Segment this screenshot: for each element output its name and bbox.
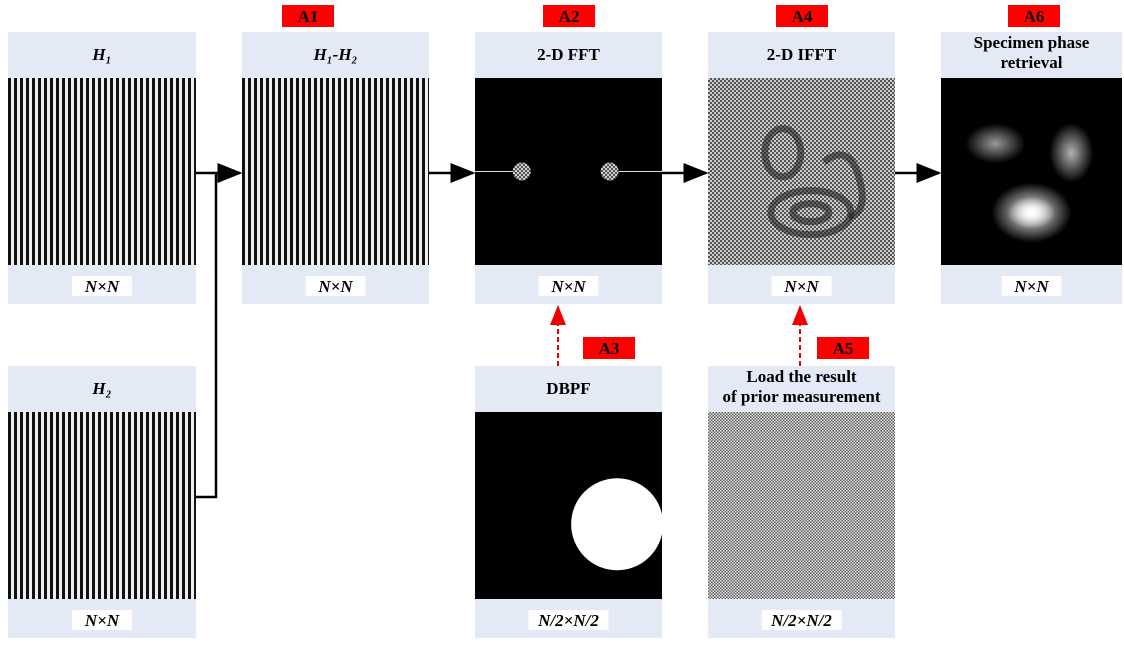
stripes [8,412,196,599]
stripes [242,78,429,265]
size-label: N×N [84,277,120,296]
blob [1049,123,1093,183]
panel-image [475,78,662,265]
stripes [8,78,196,265]
size-label: N×N [1013,277,1049,296]
panel-image [242,78,429,265]
size-label: N×N [783,277,819,296]
spot [601,163,619,181]
panel-image [8,78,196,265]
filter-disc [571,478,663,570]
panel-image [8,412,196,599]
diagram: H₁N×NH₁-H₂N×N2-D FFTN×N2-D IFFTN×NSpecim… [0,0,1124,643]
panel-image [475,412,663,599]
tag-label: A6 [1024,7,1045,26]
tag-label: A4 [792,7,813,26]
size-label: N×N [550,277,586,296]
spot [513,163,531,181]
panel-title: H₂ [91,379,111,398]
panel-image [941,78,1122,265]
connector [196,173,216,497]
tag-label: A2 [559,7,580,26]
size-label: N/2×N/2 [770,611,832,630]
panel-title: 2-D IFFT [767,45,837,64]
panel-image [708,412,895,599]
panel-title: H₁ [91,45,111,64]
blob [1008,197,1056,229]
size-label: N/2×N/2 [537,611,599,630]
size-label: N×N [317,277,353,296]
tag-label: A1 [298,7,319,26]
panel-title: H₁-H₂ [313,45,358,64]
tag-label: A5 [833,339,854,358]
size-label: N×N [84,611,120,630]
panel-image [708,78,895,265]
bg [708,412,895,599]
panel-title: 2-D FFT [537,45,600,64]
blob [965,123,1025,163]
panel-title: DBPF [546,379,590,398]
tag-label: A3 [599,339,620,358]
